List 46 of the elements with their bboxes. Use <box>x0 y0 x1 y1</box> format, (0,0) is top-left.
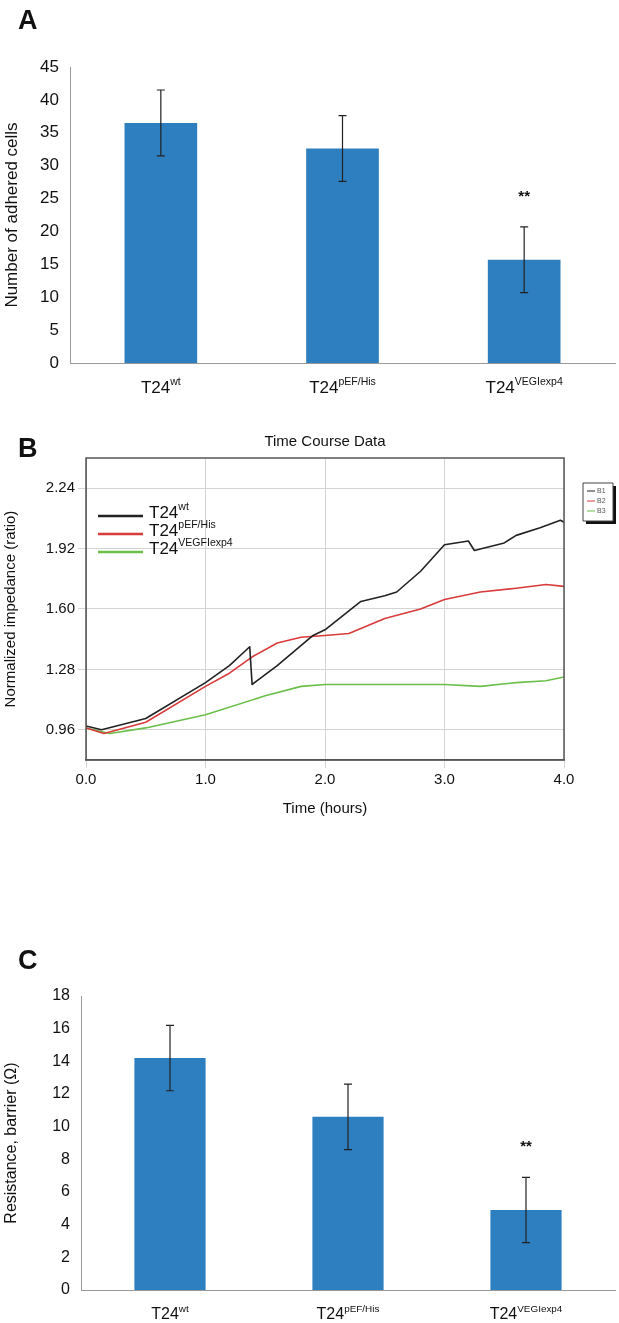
y-tick-label: 0 <box>49 352 59 372</box>
annotation: ** <box>520 1137 532 1155</box>
bar <box>490 1209 562 1290</box>
x-tick-label: 0.0 <box>75 770 97 788</box>
x-tick-label: 4.0 <box>553 770 575 788</box>
y-tick-label: 25 <box>40 188 59 208</box>
y-tick-label: 45 <box>40 56 59 76</box>
y-tick-label: 12 <box>52 1084 71 1102</box>
y-axis-title: Normalized impedance (ratio) <box>1 510 19 708</box>
y-tick-label: 15 <box>40 254 59 274</box>
y-tick-label: 1.28 <box>45 659 75 677</box>
y-tick-label: 30 <box>40 155 59 175</box>
bar <box>306 148 379 363</box>
x-tick-label: 1.0 <box>195 770 216 788</box>
y-tick-label: 4 <box>61 1215 71 1233</box>
y-tick-label: 14 <box>52 1051 71 1069</box>
y-tick-label: 10 <box>40 286 59 306</box>
y-tick-label: 10 <box>52 1117 71 1135</box>
annotation: ** <box>518 186 531 204</box>
y-tick-label: 16 <box>52 1019 71 1037</box>
x-axis-title: Time (hours) <box>282 799 368 817</box>
y-tick-label: 5 <box>49 319 59 339</box>
text: C <box>18 945 38 976</box>
text: B <box>18 433 38 464</box>
y-tick-label: 6 <box>61 1182 71 1200</box>
x-tick-label: 2.0 <box>314 770 336 788</box>
y-tick-label: 20 <box>40 221 59 241</box>
bar <box>487 259 561 363</box>
x-tick-label: 3.0 <box>434 770 455 788</box>
text: A <box>18 5 38 36</box>
y-tick-label: 18 <box>52 986 71 1004</box>
y-tick-label: 35 <box>40 122 59 142</box>
chart-title: Time Course Data <box>264 432 387 450</box>
y-tick-label: 1.92 <box>45 538 75 556</box>
y-axis-title: Number of adhered cells <box>1 122 21 308</box>
y-tick-label: 2 <box>61 1247 71 1265</box>
y-tick-label: 8 <box>61 1149 71 1167</box>
y-tick-label: 2.24 <box>45 478 75 496</box>
y-axis-title: Resistance, barrier (Ω) <box>2 1062 20 1224</box>
bar <box>124 122 198 363</box>
y-tick-label: 40 <box>40 89 59 109</box>
y-tick-label: 1.60 <box>45 599 75 617</box>
bar <box>134 1058 206 1290</box>
bar <box>312 1116 384 1290</box>
y-tick-label: 0 <box>61 1280 71 1298</box>
y-tick-label: 0.96 <box>45 719 75 737</box>
